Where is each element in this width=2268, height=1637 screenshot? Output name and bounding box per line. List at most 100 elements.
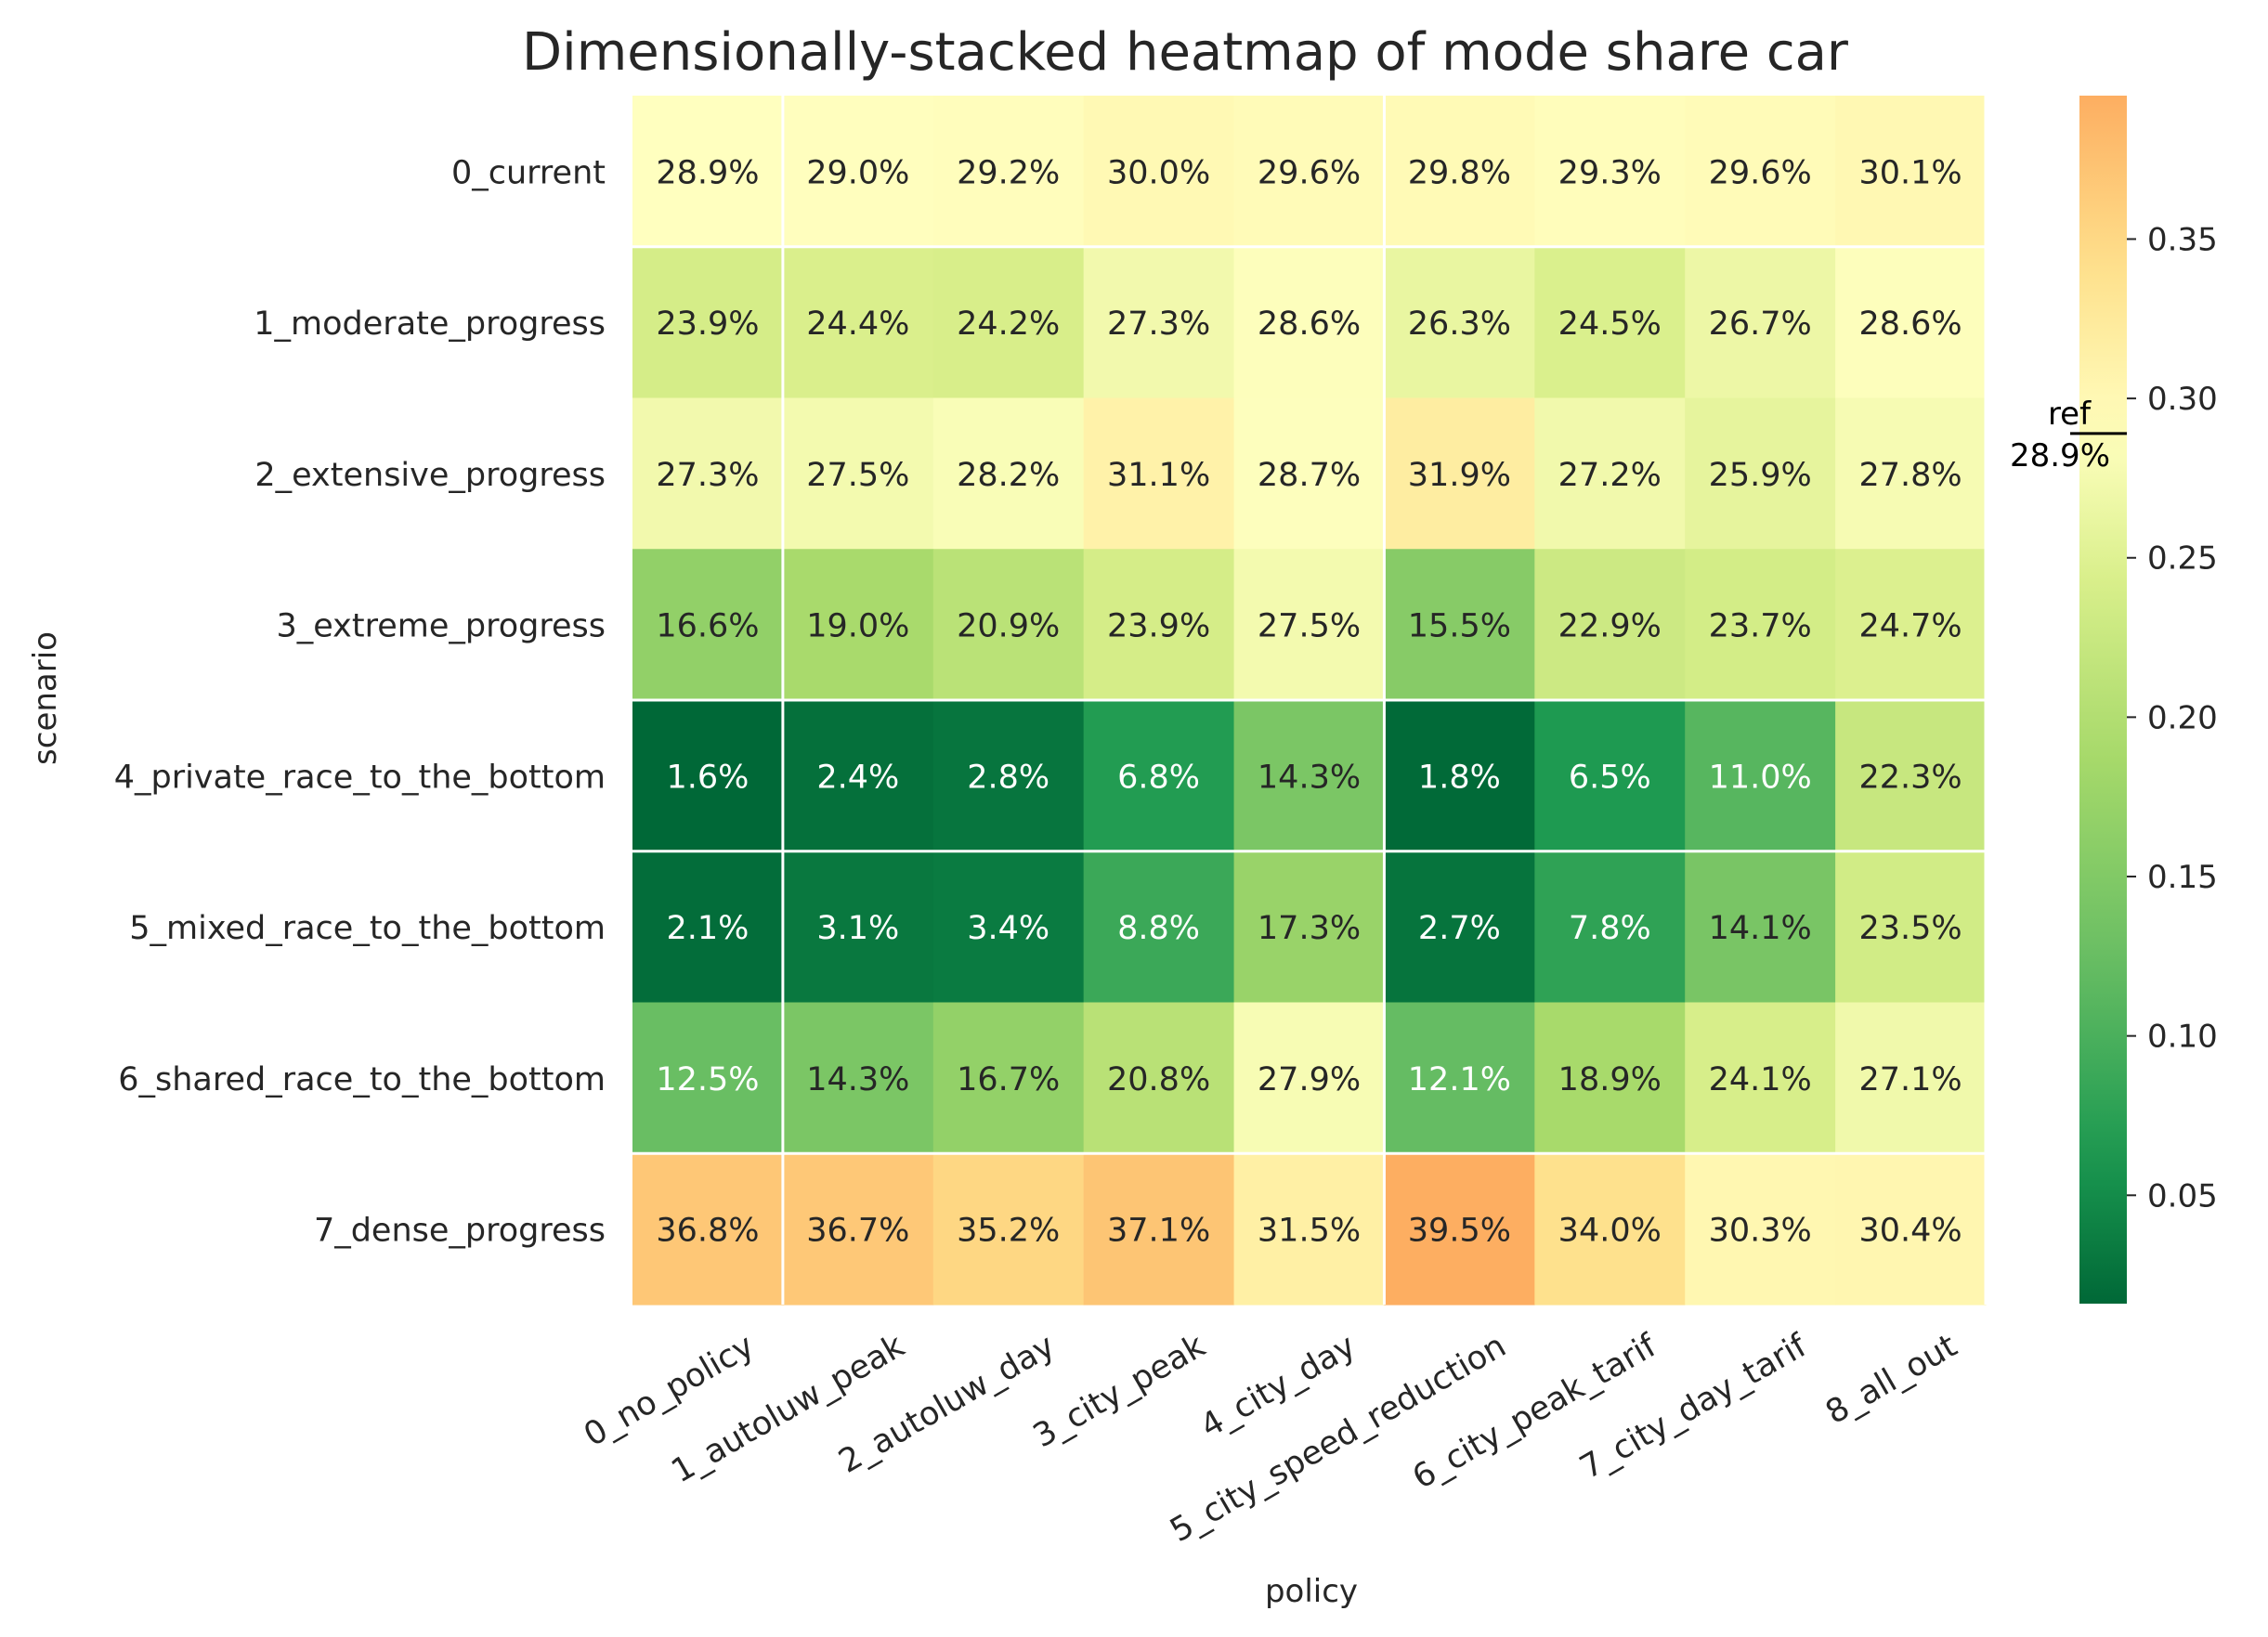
heatmap-cell xyxy=(1384,397,1535,550)
cell-value-label: 15.5% xyxy=(1408,608,1511,645)
heatmap-cell xyxy=(632,96,784,248)
cell-value-label: 23.5% xyxy=(1858,910,1962,947)
heatmap-cell xyxy=(1384,1153,1535,1306)
cell-value-label: 2.1% xyxy=(666,910,749,947)
cell-value-label: 23.9% xyxy=(656,305,759,343)
heatmap-cell xyxy=(1835,246,1987,399)
heatmap-cell xyxy=(1685,700,1836,852)
cell-value-label: 27.9% xyxy=(1258,1061,1361,1098)
cell-value-label: 30.0% xyxy=(1107,154,1210,191)
heatmap-cell xyxy=(932,700,1085,852)
cell-value-label: 11.0% xyxy=(1709,759,1812,796)
heatmap-cell xyxy=(1233,397,1386,550)
cell-value-label: 6.5% xyxy=(1569,759,1651,796)
cell-value-label: 29.6% xyxy=(1258,154,1361,191)
colorbar-tick-label: 0.30 xyxy=(2147,381,2218,418)
cell-value-label: 26.3% xyxy=(1408,305,1511,343)
cell-value-label: 24.7% xyxy=(1858,608,1962,645)
cell-value-label: 20.8% xyxy=(1107,1061,1210,1098)
cell-value-label: 3.1% xyxy=(816,910,899,947)
cell-value-label: 17.3% xyxy=(1258,910,1361,947)
y-tick-label: 0_current xyxy=(451,154,606,191)
y-tick-label: 4_private_race_to_the_bottom xyxy=(114,759,606,796)
heatmap-cell xyxy=(782,1153,934,1306)
heatmap-cell xyxy=(1835,1002,1987,1154)
cell-value-label: 36.8% xyxy=(656,1213,759,1250)
cell-value-label: 28.6% xyxy=(1858,305,1962,343)
heatmap-cell xyxy=(1233,96,1386,248)
x-tick-label: 3_city_peak xyxy=(1027,1327,1212,1455)
heatmap-cell xyxy=(932,246,1085,399)
cell-value-label: 1.6% xyxy=(666,759,749,796)
heatmap-cell xyxy=(1534,1002,1686,1154)
cell-value-label: 26.7% xyxy=(1709,305,1812,343)
colorbar-tick-label: 0.20 xyxy=(2147,699,2218,736)
heatmap-cell xyxy=(1233,851,1386,1004)
x-tick-label: 8_all_out xyxy=(1819,1328,1963,1432)
y-tick-label: 6_shared_race_to_the_bottom xyxy=(118,1061,606,1098)
group-separators xyxy=(632,96,1988,1305)
heatmap-cell xyxy=(1534,1153,1686,1306)
cell-value-label: 30.4% xyxy=(1858,1213,1962,1250)
cell-value-label: 29.3% xyxy=(1558,154,1662,191)
heatmap-cell xyxy=(1534,700,1686,852)
heatmap-cell xyxy=(1685,96,1836,248)
heatmap-cell xyxy=(782,96,934,248)
cell-value-label: 25.9% xyxy=(1709,457,1812,494)
cell-value-label: 3.4% xyxy=(967,910,1049,947)
heatmap-cell xyxy=(1083,1153,1235,1306)
heatmap-cell xyxy=(1835,700,1987,852)
heatmap-cell xyxy=(1835,397,1987,550)
heatmap-cell xyxy=(632,1153,784,1306)
cell-value-label: 22.9% xyxy=(1558,608,1662,645)
cell-value-label: 35.2% xyxy=(957,1213,1060,1250)
cell-value-label: 31.5% xyxy=(1258,1213,1361,1250)
y-tick-label: 7_dense_progress xyxy=(314,1213,606,1250)
heatmap-cell xyxy=(1835,96,1987,248)
heatmap-cell xyxy=(1685,246,1836,399)
cell-value-label: 28.6% xyxy=(1258,305,1361,343)
y-axis-label: scenario xyxy=(27,631,64,765)
cell-value-label: 22.3% xyxy=(1858,759,1962,796)
heatmap-cell xyxy=(632,397,784,550)
heatmap-cell xyxy=(1083,246,1235,399)
cell-value-label: 27.5% xyxy=(806,457,909,494)
heatmap-cell xyxy=(1233,1002,1386,1154)
cell-value-label: 28.7% xyxy=(1258,457,1361,494)
heatmap-cell xyxy=(782,1002,934,1154)
cell-value-label: 19.0% xyxy=(806,608,909,645)
heatmap-cell xyxy=(1083,96,1235,248)
heatmap-cell xyxy=(632,549,784,701)
colorbar-tick-label: 0.05 xyxy=(2147,1177,2218,1215)
heatmap-cell xyxy=(1534,549,1686,701)
cell-value-label: 20.9% xyxy=(957,608,1060,645)
heatmap-cell xyxy=(932,96,1085,248)
x-tick-labels: 0_no_policy1_autoluw_peak2_autoluw_day3_… xyxy=(578,1327,1963,1550)
heatmap-cell xyxy=(1685,851,1836,1004)
heatmap-cell xyxy=(1233,1153,1386,1306)
colorbar-ticks: 0.05 0.10 0.15 0.20 0.25 0.30 0.35 xyxy=(2127,221,2218,1215)
cell-value-label: 27.1% xyxy=(1858,1061,1962,1098)
heatmap-cell xyxy=(1384,851,1535,1004)
heatmap-cell xyxy=(1083,397,1235,550)
cell-value-label: 14.1% xyxy=(1709,910,1812,947)
heatmap-cell xyxy=(782,397,934,550)
heatmap-cells: 28.9% 29.0% 29.2% 30.0% 29.6% 29.8% 29.3% 29.6%… xyxy=(632,96,1987,1306)
heatmap-cell xyxy=(782,851,934,1004)
cell-value-label: 28.2% xyxy=(957,457,1060,494)
heatmap-cell xyxy=(1685,1002,1836,1154)
cell-value-label: 29.8% xyxy=(1408,154,1511,191)
x-tick-label: 6_city_peak_tarif xyxy=(1406,1327,1662,1497)
heatmap-cell xyxy=(932,397,1085,550)
heatmap-cell xyxy=(1083,851,1235,1004)
colorbar-tick-label: 0.10 xyxy=(2147,1019,2218,1056)
heatmap-cell xyxy=(1835,851,1987,1004)
heatmap-cell xyxy=(632,1002,784,1154)
cell-value-label: 7.8% xyxy=(1569,910,1651,947)
cell-value-label: 29.6% xyxy=(1709,154,1812,191)
heatmap-cell xyxy=(1534,246,1686,399)
heatmap-cell xyxy=(632,246,784,399)
heatmap-cell xyxy=(1685,1153,1836,1306)
heatmap-cell xyxy=(1685,397,1836,550)
